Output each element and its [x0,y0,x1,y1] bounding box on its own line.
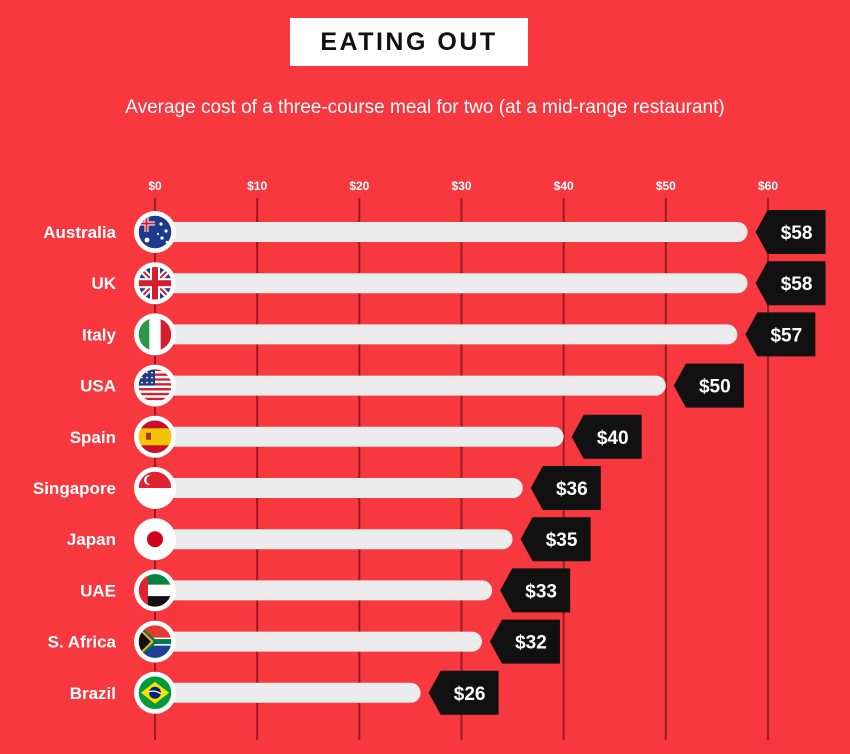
value-label: $58 [781,274,813,295]
value-label: $57 [770,325,802,346]
uae-flag-icon [134,569,176,612]
bar [155,580,493,601]
bar-row: Singapore $36 [33,466,601,510]
bar-row: Brazil $26 [70,670,499,715]
category-label: USA [80,377,116,396]
bar [155,222,748,242]
category-label: S. Africa [48,633,117,652]
value-tag: $26 [428,670,499,715]
value-label: $32 [515,633,547,654]
bar-row: UK $58 [91,261,826,306]
value-label: $26 [454,684,486,705]
category-label: Australia [43,223,116,242]
bar [155,682,421,703]
chart-title: EATING OUT [320,27,498,56]
category-label: Brazil [70,684,116,703]
bar-row: Spain $40 [70,414,642,459]
brazil-flag-icon [134,671,176,714]
value-tag: $33 [500,568,571,613]
value-label: $36 [556,479,588,500]
category-label: UK [91,274,116,293]
bar-row: UAE $33 [80,568,571,613]
value-tag: $58 [755,210,826,254]
category-label: Italy [82,325,117,344]
x-tick-label: $10 [247,179,267,193]
bar-row: Japan $35 [67,517,591,562]
title-box: EATING OUT [290,18,528,66]
spain-flag-icon [134,415,176,458]
bar [155,324,738,345]
singapore-flag-icon [134,467,176,509]
australia-flag-icon [134,211,176,253]
japan-flag-icon [134,518,176,561]
value-label: $50 [699,377,731,398]
south-africa-flag-icon [134,620,176,663]
bar [155,631,482,652]
value-tag: $50 [673,363,744,408]
bar-row: USA $50 [80,363,744,408]
x-tick-label: $60 [758,179,778,193]
bar [155,375,666,396]
bar [155,478,523,498]
x-tick-label: $50 [656,179,676,193]
value-tag: $58 [755,261,826,306]
uk-flag-icon [134,262,176,305]
bar-row: S. Africa $32 [48,619,560,664]
category-label: UAE [80,581,116,600]
x-tick-label: $30 [451,179,471,193]
bar-row: Italy $57 [82,312,816,357]
value-label: $40 [597,428,629,449]
category-label: Japan [67,530,116,549]
value-tag: $32 [489,619,560,664]
italy-flag-icon [134,313,176,356]
value-tag: $35 [520,517,591,562]
chart-subtitle: Average cost of a three-course meal for … [125,97,725,118]
value-tag: $57 [745,312,816,357]
value-label: $58 [781,223,813,244]
x-tick-label: $20 [349,179,369,193]
usa-flag-icon [134,364,176,407]
x-tick-label: $0 [148,179,162,193]
bar [155,426,564,447]
value-label: $35 [546,530,578,551]
value-tag: $40 [571,414,642,459]
x-tick-label: $40 [554,179,574,193]
bar [155,529,513,550]
bar-row: Australia $58 [43,210,826,254]
category-label: Spain [70,428,116,447]
bar [155,273,748,294]
value-tag: $36 [530,466,601,510]
value-label: $33 [525,581,557,602]
category-label: Singapore [33,479,116,498]
